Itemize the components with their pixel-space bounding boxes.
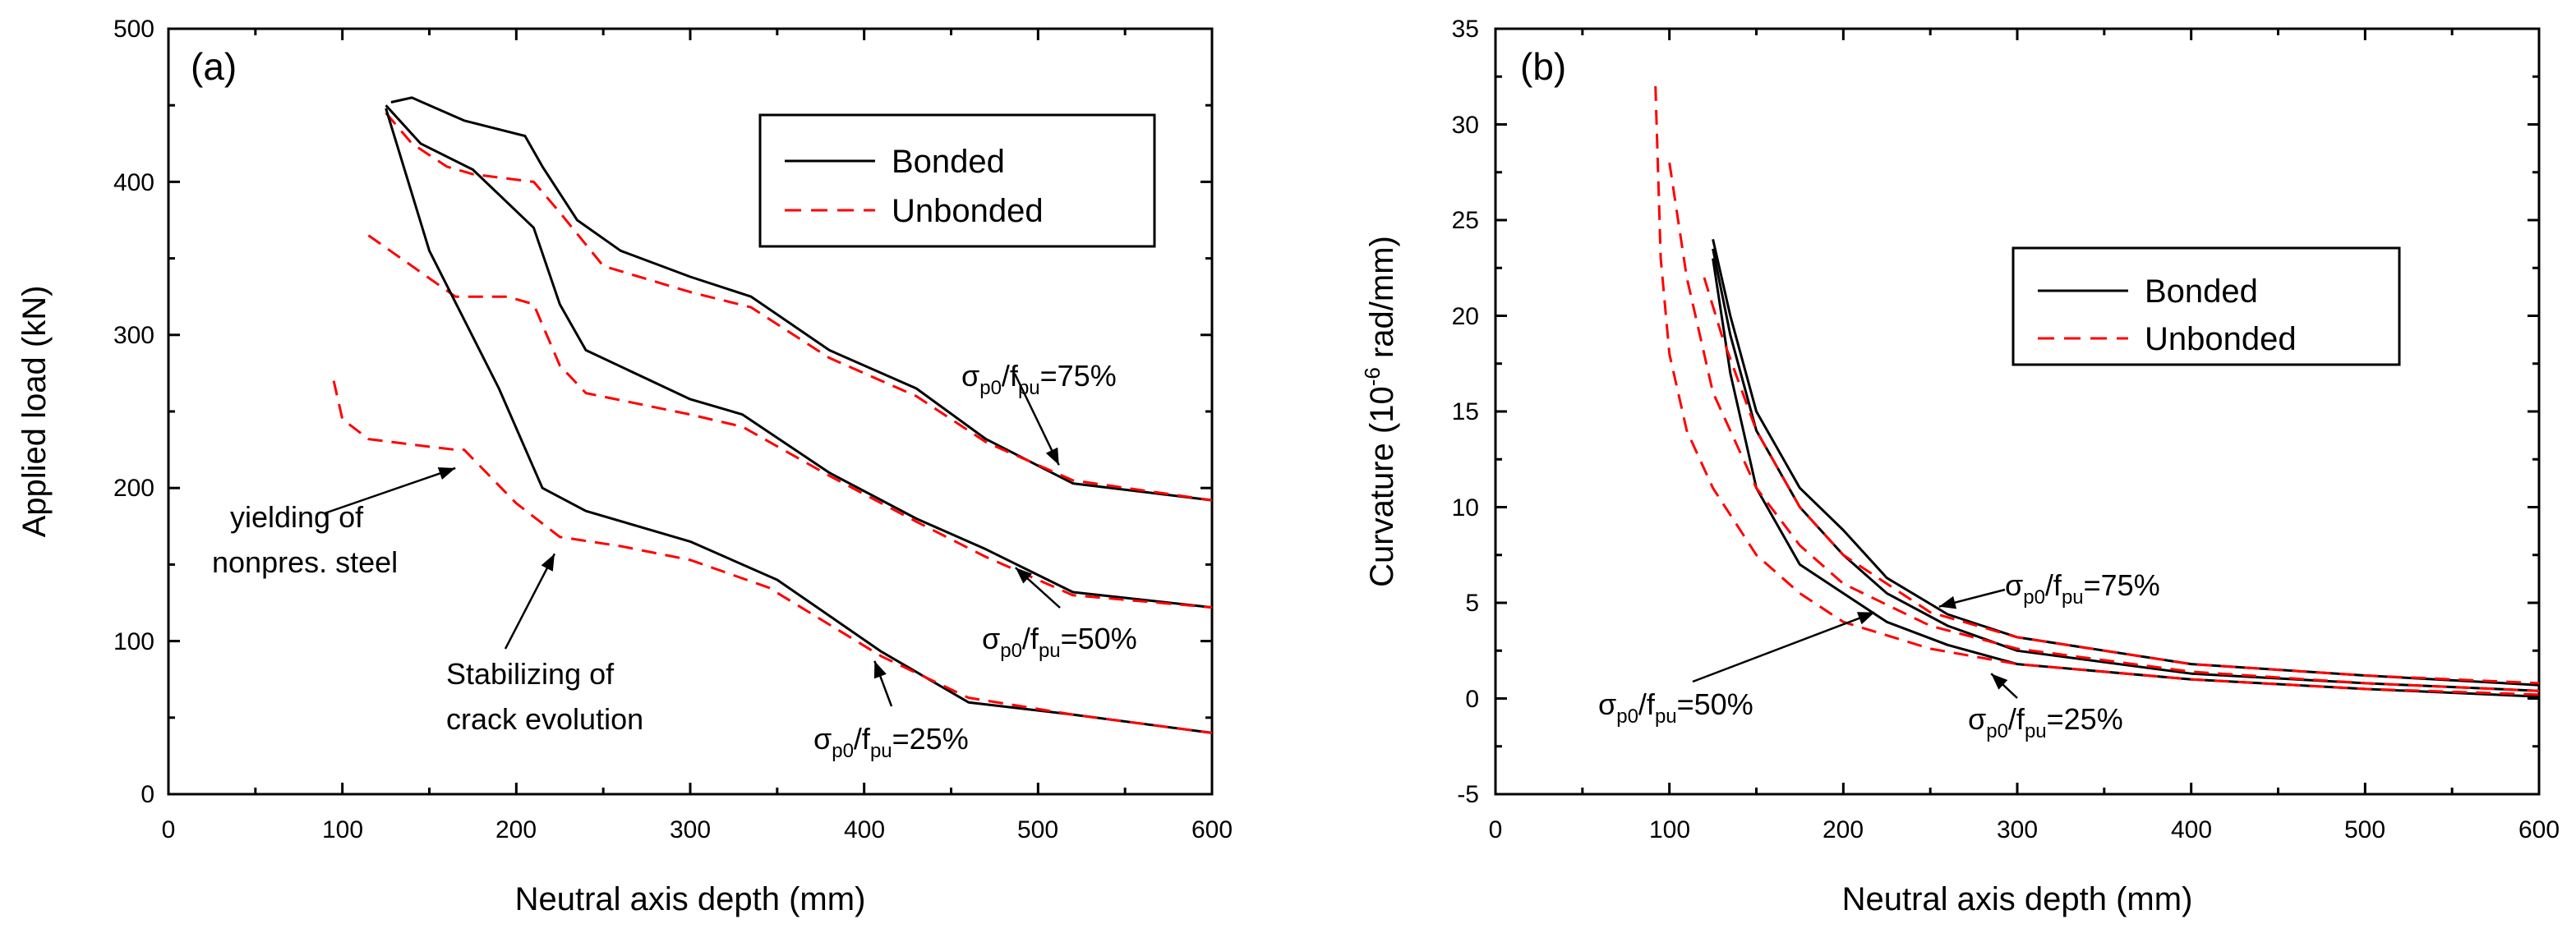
y-axis-label: Applied load (kN) (16, 286, 53, 538)
series-line-unbonded-25 (1654, 85, 2540, 696)
arrow-shaft (504, 553, 556, 650)
x-tick-label: 600 (1191, 816, 1233, 843)
y-axis-label: Curvature (10-6 rad/mm) (1360, 236, 1400, 587)
annotation-labels: σp0/fpu=75% σp0/fpu=50% σp0/fpu=25% (1598, 568, 2160, 742)
arrow-head (541, 554, 555, 572)
y-tick-label: 5 (1465, 590, 1479, 617)
annotation-ratio-75: σp0/fpu=75% (2005, 568, 2160, 609)
x-tick-labels: 0 100 200 300 400 500 600 (162, 816, 1233, 843)
annotation-arrow (1692, 611, 1875, 683)
annotation-yielding-line2: nonpres. steel (212, 545, 398, 579)
annotation-arrow (1014, 567, 1061, 609)
x-tick-label: 500 (1017, 816, 1058, 843)
annotation-arrow (1013, 373, 1060, 466)
panel-label: (a) (191, 45, 237, 88)
arrow-shaft (1013, 373, 1060, 466)
series-line-unbonded-50 (367, 234, 1213, 609)
arrow-shaft (324, 466, 456, 515)
arrow-shaft (1692, 611, 1875, 683)
x-tick-labels: 0 100 200 300 400 500 600 (1489, 816, 2560, 843)
legend-box (2011, 246, 2401, 366)
arrow-head (1015, 567, 1033, 584)
annotation-group (324, 373, 1061, 707)
panel-label: (b) (1520, 45, 1566, 88)
arrow-head (1856, 612, 1875, 625)
x-tick-label: 400 (844, 816, 885, 843)
annotation-arrow (873, 660, 893, 707)
legend: Bonded Unbonded (2011, 246, 2401, 366)
x-tick-label: 0 (162, 816, 176, 843)
x-tick-label: 0 (1489, 816, 1503, 843)
y-tick-label: 35 (1452, 16, 1479, 43)
panel-a-chart: (a) 0 100 200 300 400 500 0 100 200 300 … (16, 16, 1233, 917)
legend-box (758, 113, 1156, 248)
y-tick-label: 500 (113, 16, 154, 43)
annotation-ratio-75: σp0/fpu=75% (961, 359, 1117, 399)
annotation-arrow (1938, 588, 2006, 609)
y-tick-label: 30 (1452, 112, 1479, 139)
legend-label-unbonded: Unbonded (2145, 321, 2297, 357)
annotation-ratio-50: σp0/fpu=50% (1598, 687, 1753, 728)
series-line-bonded-25 (385, 108, 1213, 734)
series-line-unbonded-75 (1703, 277, 2540, 685)
tick-marks (167, 27, 1214, 796)
series-group (1654, 85, 2540, 698)
y-tick-labels: 0 100 200 300 400 500 (113, 16, 154, 808)
x-axis-label: Neutral axis depth (mm) (1842, 881, 2193, 917)
series-line-bonded-75 (390, 96, 1213, 502)
arrow-head (1938, 595, 1957, 609)
y-tick-label: 20 (1452, 303, 1479, 330)
x-axis-label: Neutral axis depth (mm) (515, 881, 866, 917)
y-tick-label: 400 (113, 169, 154, 196)
y-tick-label: 200 (113, 475, 154, 502)
x-tick-label: 300 (1997, 816, 2038, 843)
x-tick-label: 200 (495, 816, 537, 843)
x-tick-label: 100 (1649, 816, 1690, 843)
y-tick-label: 10 (1452, 494, 1479, 522)
annotation-group (1692, 588, 2018, 699)
plot-frame (1494, 27, 2541, 796)
y-tick-label: 25 (1452, 207, 1479, 234)
series-line-bonded-50 (1712, 248, 2540, 692)
y-tick-label: 300 (113, 322, 154, 349)
annotation-ratio-25: σp0/fpu=25% (813, 722, 969, 762)
series-line-unbonded-50 (1668, 162, 2540, 692)
series-line-bonded-50 (385, 104, 1213, 609)
y-tick-labels: -5 0 5 10 15 20 25 30 35 (1452, 16, 1479, 808)
annotation-ratio-50: σp0/fpu=50% (982, 622, 1137, 662)
series-line-unbonded-25 (332, 380, 1213, 734)
y-tick-label: 100 (113, 628, 154, 655)
legend: Bonded Unbonded (758, 113, 1156, 248)
annotation-stabilizing-line2: crack evolution (446, 702, 643, 736)
legend-label-unbonded: Unbonded (892, 193, 1044, 229)
y-tick-label: 0 (1465, 686, 1479, 713)
x-tick-label: 600 (2518, 816, 2560, 843)
arrow-head (437, 466, 456, 480)
annotation-arrow (324, 466, 456, 515)
x-tick-label: 300 (670, 816, 711, 843)
series-group (332, 96, 1213, 734)
x-tick-label: 200 (1823, 816, 1864, 843)
tick-marks (1494, 27, 2541, 796)
annotation-arrow (1990, 673, 2018, 699)
annotation-stabilizing-line1: Stabilizing of (446, 657, 615, 691)
legend-label-bonded: Bonded (892, 144, 1005, 180)
arrow-head (1045, 447, 1059, 466)
panel-b-chart: (b) -5 0 5 10 15 20 25 30 35 0 100 200 3… (1360, 16, 2560, 917)
y-tick-label: -5 (1457, 781, 1479, 808)
x-tick-label: 400 (2171, 816, 2212, 843)
x-tick-label: 100 (322, 816, 363, 843)
legend-label-bonded: Bonded (2145, 273, 2258, 310)
arrow-head (1991, 673, 2008, 690)
annotation-arrow (504, 553, 556, 650)
y-tick-label: 15 (1452, 398, 1479, 425)
annotation-yielding-line1: yielding of (230, 500, 364, 534)
y-tick-label: 0 (141, 781, 154, 808)
x-tick-label: 500 (2344, 816, 2385, 843)
annotation-ratio-25: σp0/fpu=25% (1968, 702, 2123, 742)
arrow-head (873, 660, 887, 679)
